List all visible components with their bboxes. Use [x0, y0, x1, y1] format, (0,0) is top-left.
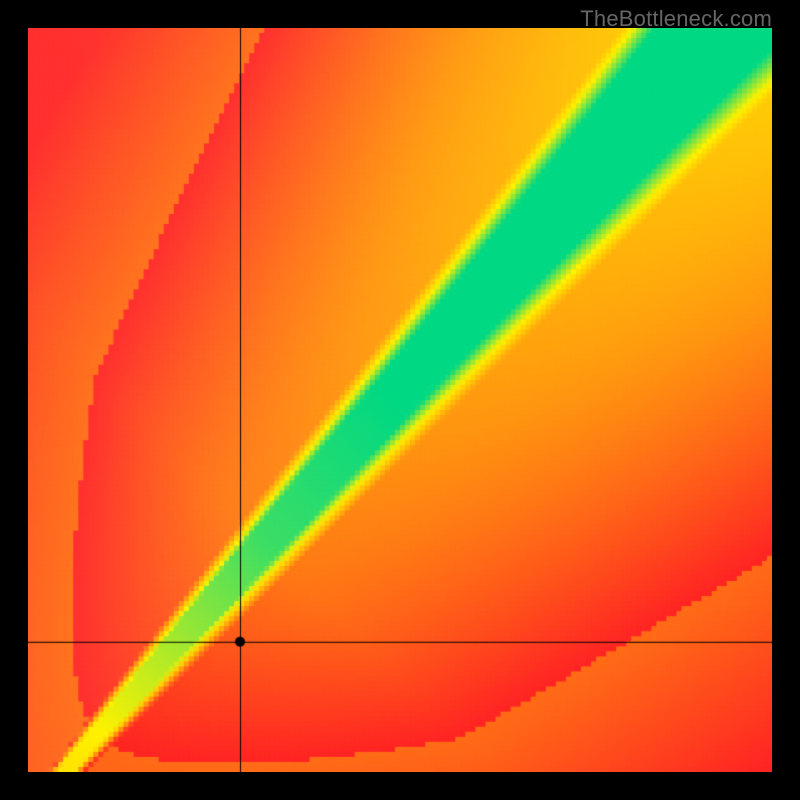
frame-bottom [0, 772, 800, 800]
watermark-label: TheBottleneck.com [580, 6, 772, 32]
frame-left [0, 0, 28, 800]
heatmap-canvas [28, 28, 772, 772]
frame-right [772, 0, 800, 800]
chart-container: TheBottleneck.com [0, 0, 800, 800]
